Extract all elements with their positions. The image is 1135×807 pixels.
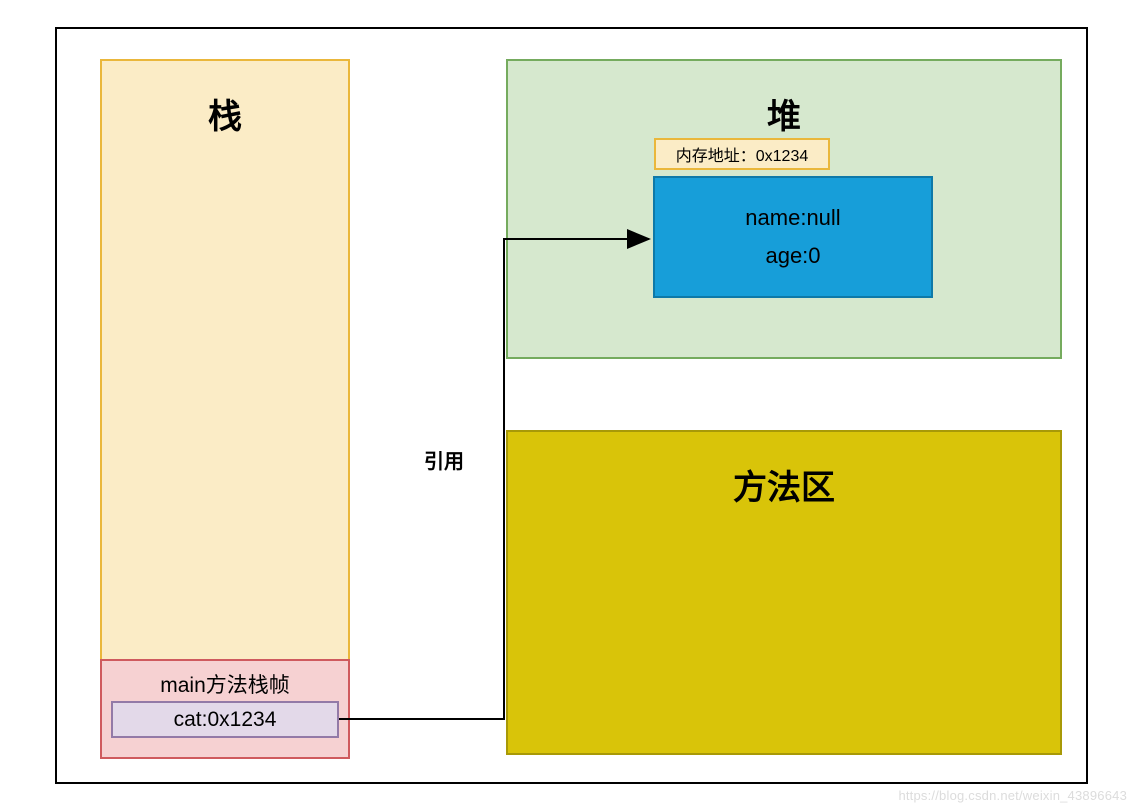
object-field-age: age:0 bbox=[765, 243, 820, 269]
method-area-region: 方法区 bbox=[506, 430, 1062, 755]
stack-variable: cat:0x1234 bbox=[111, 701, 339, 738]
stack-frame-label: main方法栈帧 bbox=[102, 661, 348, 699]
heap-address-text: 内存地址：0x1234 bbox=[676, 142, 809, 166]
heap-object: name:null age:0 bbox=[653, 176, 933, 298]
heap-title: 堆 bbox=[508, 89, 1060, 138]
arrow-label: 引用 bbox=[424, 445, 464, 474]
object-field-name: name:null bbox=[745, 205, 840, 231]
stack-region: 栈 bbox=[100, 59, 350, 759]
diagram-canvas: 栈 main方法栈帧 cat:0x1234 堆 内存地址：0x1234 name… bbox=[55, 27, 1088, 784]
method-area-title: 方法区 bbox=[508, 460, 1060, 509]
stack-title: 栈 bbox=[102, 89, 348, 138]
heap-address-label: 内存地址：0x1234 bbox=[654, 138, 830, 170]
stack-variable-text: cat:0x1234 bbox=[174, 708, 277, 732]
watermark: https://blog.csdn.net/weixin_43896643 bbox=[898, 788, 1127, 803]
